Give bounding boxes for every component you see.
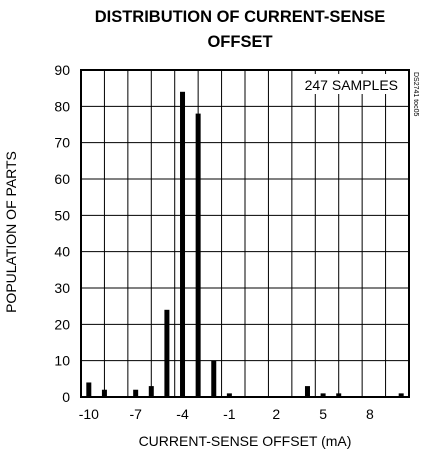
x-tick-label: 8 [366, 406, 374, 422]
y-tick-label: 30 [54, 280, 70, 296]
y-tick-label: 50 [54, 207, 70, 223]
bar [180, 91, 186, 398]
bar [148, 386, 154, 397]
bar [398, 393, 404, 397]
chart-title-line-1: DISTRIBUTION OF CURRENT-SENSE [95, 8, 386, 26]
x-tick-label: -4 [176, 406, 189, 422]
bar [336, 393, 342, 397]
y-tick-label: 20 [54, 316, 70, 332]
y-tick-label: 80 [54, 98, 70, 114]
bar [164, 309, 170, 397]
bar [211, 360, 217, 397]
x-axis-label: CURRENT-SENSE OFFSET (mA) [139, 433, 352, 449]
bar [86, 382, 92, 397]
y-tick-label: 70 [54, 135, 70, 151]
grid [80, 69, 410, 398]
annotation-background [310, 74, 404, 94]
x-tick-labels: -10 -7 -4 -1 2 5 8 [79, 406, 374, 422]
x-tick-label: -7 [129, 406, 142, 422]
figure-code: DS2741 toc05 [412, 72, 419, 116]
y-tick-label: 0 [62, 389, 70, 405]
bar [101, 389, 107, 397]
y-tick-label: 40 [54, 244, 70, 260]
y-axis-label: POPULATION OF PARTS [3, 151, 19, 313]
y-tick-label: 60 [54, 171, 70, 187]
y-tick-label: 90 [54, 62, 70, 78]
bars [86, 91, 404, 398]
sample-count-annotation: 247 SAMPLES [305, 77, 398, 93]
bar [304, 386, 310, 397]
bar [320, 393, 326, 397]
bar [133, 389, 139, 397]
chart-title-line-2: OFFSET [207, 33, 272, 51]
x-tick-label: 5 [319, 406, 327, 422]
x-tick-label: -10 [79, 406, 99, 422]
x-tick-label: -1 [223, 406, 236, 422]
plot-frame [80, 69, 410, 398]
y-tick-label: 10 [54, 353, 70, 369]
bar [195, 113, 201, 397]
x-tick-label: 2 [272, 406, 280, 422]
y-tick-labels: 0 10 20 30 40 50 60 70 80 90 [54, 62, 70, 405]
bar [226, 393, 232, 397]
